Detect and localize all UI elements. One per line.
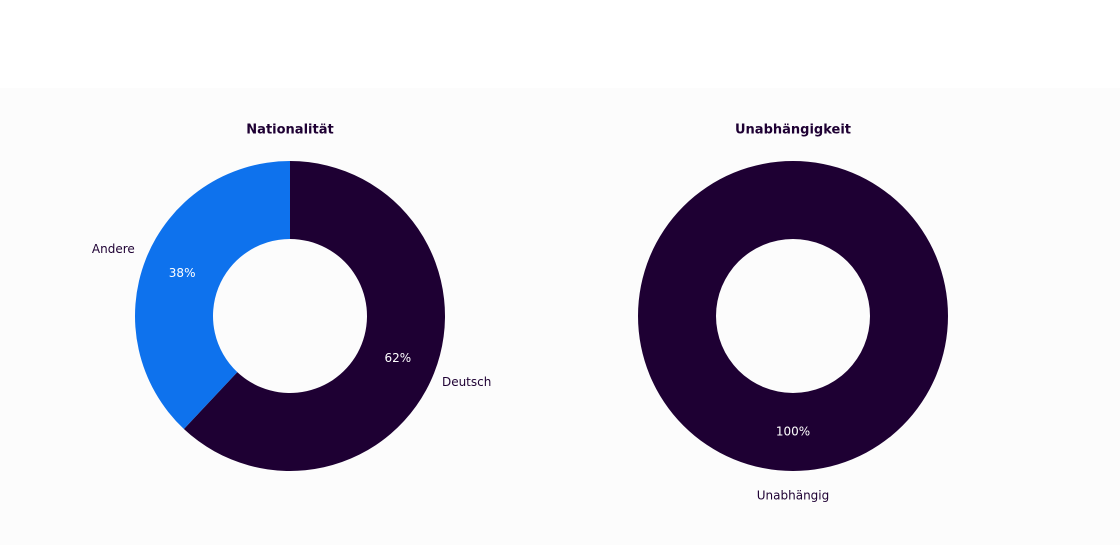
donut-segment [638,161,948,471]
category-label: Deutsch [442,375,491,389]
chart-title: Unabhängigkeit [735,123,851,138]
chart-title: Nationalität [246,123,333,138]
category-label: Andere [92,242,135,256]
donut-segment [183,161,445,472]
value-label: 38% [169,266,196,280]
value-label: 62% [385,351,412,365]
category-label: Unabhängig [757,489,830,503]
value-label: 100% [776,425,810,439]
donut-segment [135,161,290,429]
